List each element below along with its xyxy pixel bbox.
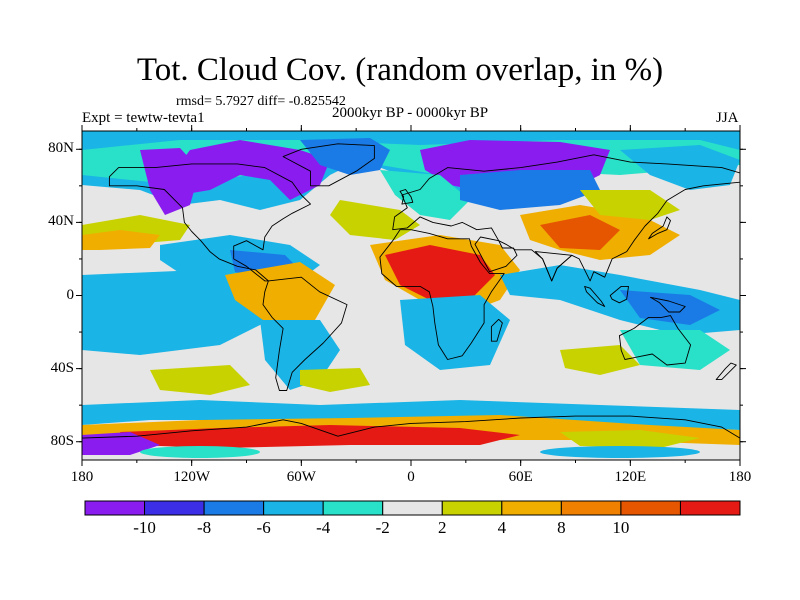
blob-ross-teal (140, 446, 260, 458)
blob-canada-purple (175, 140, 330, 200)
blob-npac-orange (82, 230, 160, 250)
lon-label-3: 0 (407, 469, 415, 485)
blob-weddell-cyan (540, 446, 700, 458)
blob-natl-yellow (330, 200, 420, 240)
colorbar-label-0: -10 (133, 518, 156, 537)
period-label: 2000kyr BP - 0000kyr BP (331, 105, 489, 121)
blob-eastasia-cyan (620, 145, 740, 190)
coast-madagascar (490, 318, 503, 342)
coast-uk (399, 189, 414, 205)
coast-north-america (108, 163, 311, 282)
season-label: JJA (716, 110, 739, 126)
lon-label-6: 180 (728, 469, 752, 485)
coastlines (82, 143, 740, 460)
colorbar-swatch-8 (560, 500, 622, 516)
map-title: Tot. Cloud Cov. (random overlap, in %) (136, 52, 664, 88)
colorbar-label-1: -8 (196, 518, 212, 537)
colorbar-swatch-5 (382, 500, 443, 516)
lon-label-1: 120W (173, 469, 210, 485)
lon-label-0: 180 (70, 469, 94, 485)
coast-japan (648, 216, 671, 240)
colorbar-label-5: 2 (438, 518, 447, 537)
axis-ticks (76, 125, 746, 466)
colorbar-swatch-2 (203, 500, 265, 516)
colorbar-label-8: 10 (612, 518, 630, 537)
colorbar-swatch-0 (84, 500, 146, 516)
coast-india (534, 251, 573, 282)
colorbar-swatch-1 (144, 500, 205, 516)
coast-africa (379, 229, 505, 360)
lat-label-3: 40S (50, 359, 74, 376)
stats-label: rmsd= 5.7927 diff= -0.825542 (176, 94, 346, 109)
coast-antarctica (82, 415, 740, 460)
blob-southafrica-cyan (400, 295, 510, 370)
blob-antarctic-yellow (560, 430, 700, 448)
coast-australia (618, 315, 692, 366)
colorbar-label-3: -4 (316, 518, 331, 537)
coast-sumatra (584, 285, 606, 307)
blob-samerica-orange (225, 262, 335, 325)
lat-label-4: 80S (50, 432, 74, 449)
colorbar-label-2: -6 (256, 518, 271, 537)
colorbar-label-4: -2 (375, 518, 390, 537)
colorbar-swatch-4 (322, 500, 384, 516)
colorbar-swatch-9 (620, 500, 681, 516)
lon-label-4: 60E (508, 469, 533, 485)
coast-arabia (474, 236, 518, 273)
lat-label-0: 80N (48, 140, 74, 157)
coast-greenland (282, 143, 375, 187)
blob-aus-teal (620, 330, 730, 370)
coast-new-zealand (715, 362, 737, 381)
coast-borneo (609, 285, 629, 304)
colorbar (84, 500, 741, 516)
colorbar-swatch-3 (263, 500, 324, 516)
colorbar-label-7: 8 (557, 518, 566, 537)
colorbar-swatch-6 (441, 500, 503, 516)
blob-so-red (120, 425, 520, 448)
blob-siberia-blue (460, 170, 600, 210)
colorbar-swatch-7 (501, 500, 562, 516)
blob-tibet-yellow (580, 190, 680, 220)
colorbar-label-6: 4 (497, 518, 507, 537)
blob-greenland-blue (300, 138, 390, 175)
lat-label-2: 0 (66, 286, 75, 303)
blob-spac-yellow (150, 365, 250, 395)
blob-europe-teal (380, 170, 470, 220)
coast-south-america (262, 276, 348, 391)
lat-label-1: 40N (48, 213, 74, 230)
blob-satl-yellow (300, 368, 370, 392)
cloud-anomaly-field (82, 131, 740, 460)
colorbar-swatch-10 (679, 500, 741, 516)
lon-label-5: 120E (614, 469, 647, 485)
experiment-label: Expt = tewtw-tevta1 (82, 110, 205, 126)
lon-label-2: 60W (286, 469, 316, 485)
coast-new-guinea (649, 296, 686, 313)
coast-europe-asia (392, 154, 740, 282)
blob-sio-yellow (560, 345, 640, 375)
blob-asia-red (540, 215, 620, 250)
blob-io-blue (620, 290, 720, 325)
blob-eqpac-cyan (82, 270, 270, 355)
